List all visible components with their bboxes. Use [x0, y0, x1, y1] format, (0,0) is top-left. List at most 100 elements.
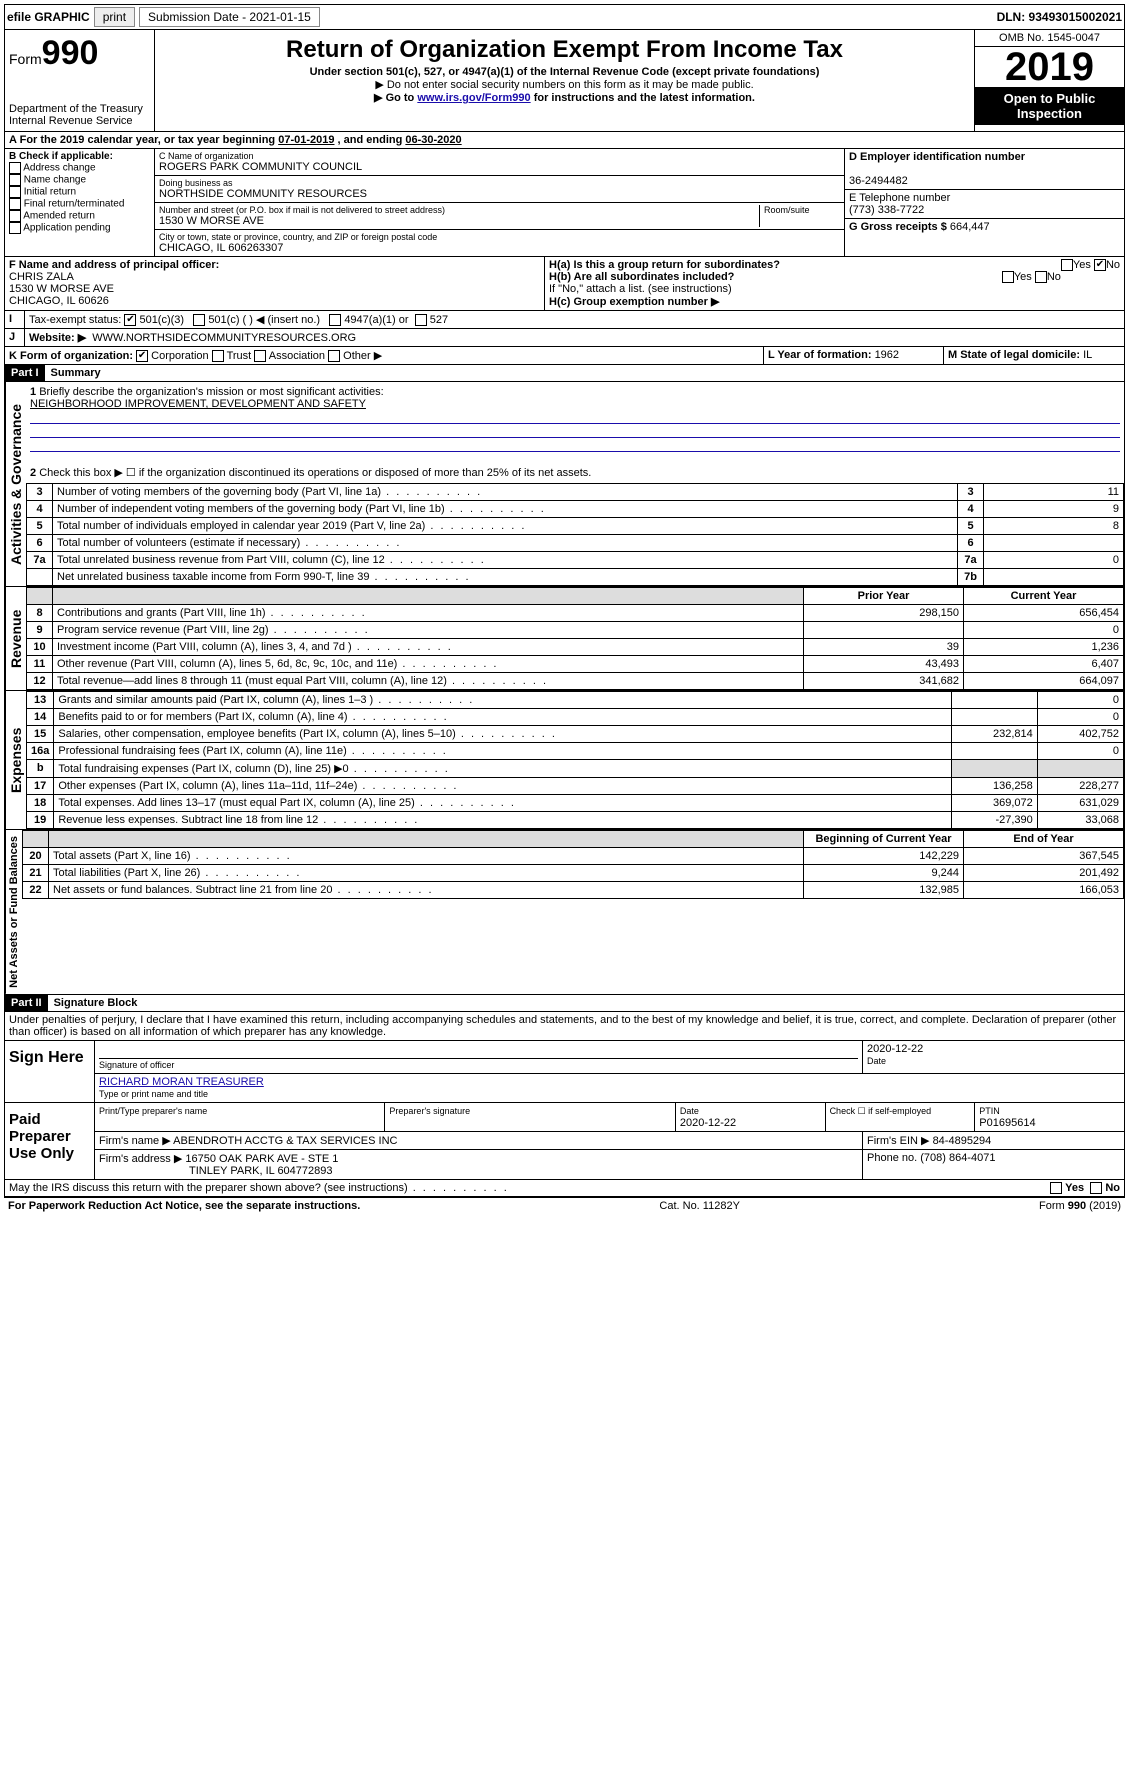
curr-val: 228,277	[1037, 778, 1123, 795]
header-mid: Return of Organization Exempt From Incom…	[155, 30, 974, 131]
form-990: 990	[42, 34, 99, 72]
prep-sig-hdr: Preparer's signature	[389, 1106, 470, 1116]
section-j: J Website: ▶ WWW.NORTHSIDECOMMUNITYRESOU…	[4, 329, 1125, 347]
no-label2: No	[1047, 271, 1061, 283]
ha-yes[interactable]	[1061, 259, 1073, 271]
check-4947[interactable]	[329, 314, 341, 326]
hc-label: H(c) Group exemption number ▶	[549, 296, 719, 308]
firm-name: ABENDROTH ACCTG & TAX SERVICES INC	[173, 1135, 397, 1147]
form990-link[interactable]: www.irs.gov/Form990	[417, 92, 530, 104]
gross-receipts: 664,447	[950, 221, 990, 233]
k-assoc: Association	[269, 350, 325, 362]
g-label: G Gross receipts $	[849, 221, 950, 233]
line-num: 18	[27, 795, 54, 812]
curr-val: 0	[964, 622, 1124, 639]
top-toolbar: efile GRAPHIC print Submission Date - 20…	[4, 4, 1125, 30]
part2-title: Part II	[5, 995, 48, 1011]
col-prior: Prior Year	[804, 588, 964, 605]
check-other[interactable]	[328, 350, 340, 362]
prior-val	[951, 692, 1037, 709]
part1-title: Part I	[5, 365, 45, 381]
check-address[interactable]	[9, 162, 21, 174]
hb-note: If "No," attach a list. (see instruction…	[549, 283, 1120, 295]
col-prior: Beginning of Current Year	[804, 831, 964, 848]
line-num: 19	[27, 812, 54, 829]
check-initial[interactable]	[9, 186, 21, 198]
sig-date-label: Date	[867, 1056, 886, 1066]
dln-label: DLN: 93493015002021	[997, 10, 1122, 24]
officer-name-link[interactable]: RICHARD MORAN TREASURER	[99, 1076, 264, 1088]
line-text: Investment income (Part VIII, column (A)…	[53, 639, 804, 656]
form-header: Form990 Department of the Treasury Inter…	[4, 30, 1125, 132]
side-netassets: Net Assets or Fund Balances	[5, 830, 22, 994]
curr-val: 0	[1037, 709, 1123, 726]
check-name[interactable]	[9, 174, 21, 186]
prior-val: 9,244	[804, 865, 964, 882]
line-text: Number of voting members of the governin…	[53, 484, 958, 501]
officer-addr2: CHICAGO, IL 60626	[9, 295, 109, 307]
check-pending[interactable]	[9, 222, 21, 234]
firm-phone-label: Phone no.	[867, 1152, 920, 1164]
gov-table: 3 Number of voting members of the govern…	[26, 483, 1124, 586]
yes-label2: Yes	[1014, 271, 1032, 283]
hb-no[interactable]	[1035, 271, 1047, 283]
netassets-block: Net Assets or Fund Balances Beginning of…	[4, 830, 1125, 995]
print-button[interactable]: print	[94, 7, 135, 27]
e-label: E Telephone number	[849, 192, 950, 204]
org-name: ROGERS PARK COMMUNITY COUNCIL	[159, 161, 840, 173]
line-num: 5	[27, 518, 53, 535]
prior-val	[951, 709, 1037, 726]
line-text: Total liabilities (Part X, line 26)	[49, 865, 804, 882]
line-text: Revenue less expenses. Subtract line 18 …	[54, 812, 951, 829]
curr-val: 33,068	[1037, 812, 1123, 829]
c-name-label: C Name of organization	[159, 151, 840, 161]
check-527[interactable]	[415, 314, 427, 326]
no-label: No	[1106, 259, 1120, 271]
check-corp[interactable]	[136, 350, 148, 362]
prep-name-hdr: Print/Type preparer's name	[99, 1106, 207, 1116]
curr-val: 0	[1037, 692, 1123, 709]
line-val: 11	[984, 484, 1124, 501]
b-label: B Check if applicable:	[9, 151, 113, 162]
subtitle-3: ▶ Go to www.irs.gov/Form990 for instruct…	[159, 91, 970, 104]
open-inspection: Open to Public Inspection	[975, 87, 1124, 125]
ha-no[interactable]	[1094, 259, 1106, 271]
check-trust[interactable]	[212, 350, 224, 362]
efile-label: efile GRAPHIC	[7, 10, 90, 24]
check-501c[interactable]	[193, 314, 205, 326]
line-val	[984, 535, 1124, 552]
prep-ptin-hdr: PTIN	[979, 1106, 1000, 1116]
opt-name: Name change	[24, 175, 86, 186]
line-num: 17	[27, 778, 54, 795]
hb-yes[interactable]	[1002, 271, 1014, 283]
line-val: 8	[984, 518, 1124, 535]
check-501c3[interactable]	[124, 314, 136, 326]
line-text: Benefits paid to or for members (Part IX…	[54, 709, 951, 726]
discuss-no-label: No	[1105, 1182, 1120, 1194]
curr-val: 6,407	[964, 656, 1124, 673]
ein-label: Firm's EIN ▶	[867, 1135, 933, 1147]
curr-val: 631,029	[1037, 795, 1123, 812]
discuss-no[interactable]	[1090, 1182, 1102, 1194]
line-num: 3	[27, 484, 53, 501]
goto-pre: ▶ Go to	[374, 92, 417, 104]
underline-2	[30, 426, 1120, 438]
line-num: 22	[23, 882, 49, 899]
part2-sub: Signature Block	[48, 995, 144, 1011]
m-val: IL	[1083, 349, 1092, 361]
opt-final: Final return/terminated	[24, 199, 125, 210]
line-text: Total fundraising expenses (Part IX, col…	[54, 760, 951, 778]
check-assoc[interactable]	[254, 350, 266, 362]
check-amended[interactable]	[9, 210, 21, 222]
col-curr: Current Year	[964, 588, 1124, 605]
curr-val: 201,492	[964, 865, 1124, 882]
section-b: B Check if applicable: Address change Na…	[5, 149, 155, 256]
discuss-label: May the IRS discuss this return with the…	[9, 1182, 408, 1194]
line-num: 11	[27, 656, 53, 673]
curr-val: 166,053	[964, 882, 1124, 899]
line-text: Program service revenue (Part VIII, line…	[53, 622, 804, 639]
dba-name: NORTHSIDE COMMUNITY RESOURCES	[159, 188, 840, 200]
prior-val: 298,150	[804, 605, 964, 622]
check-final[interactable]	[9, 198, 21, 210]
discuss-yes[interactable]	[1050, 1182, 1062, 1194]
